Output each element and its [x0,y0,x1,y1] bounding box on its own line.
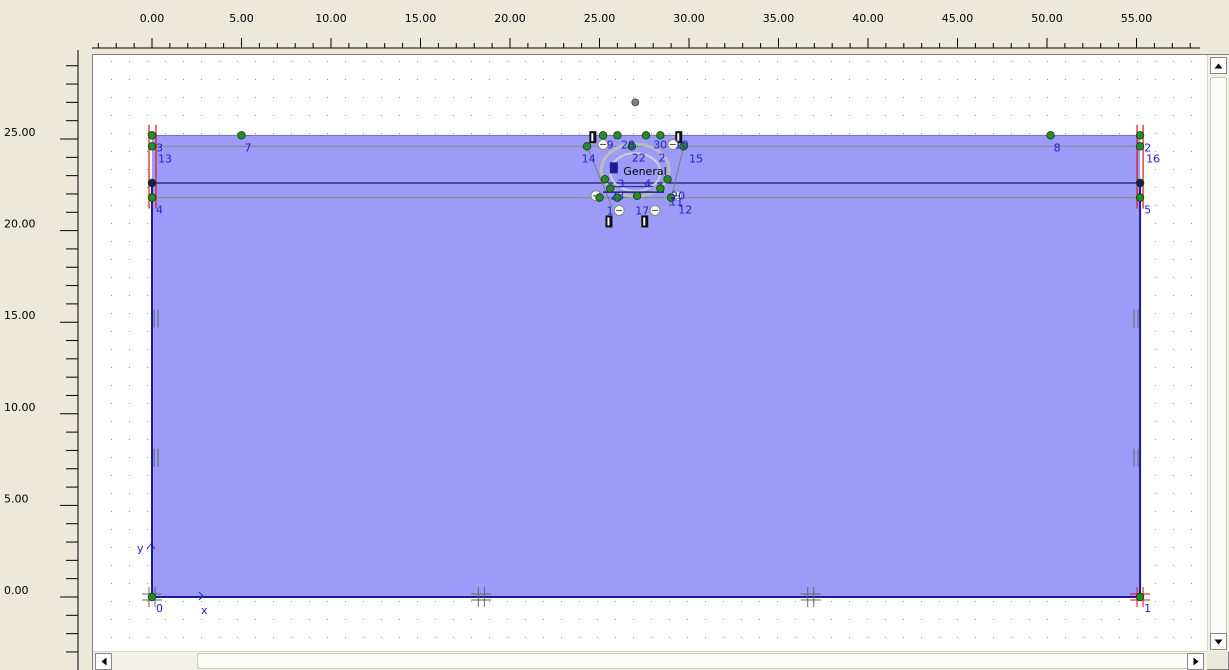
geometry-point[interactable] [582,142,592,151]
arrow-left-icon [101,657,106,666]
node-label: 3 [156,141,163,154]
arrow-up-icon [1214,63,1223,68]
x-axis-label: x [201,604,208,617]
geometry-point[interactable] [627,142,636,151]
geometry-point[interactable] [147,178,157,188]
vertical-ruler: 25.00 20.00 15.00 10.00 5.00 0.00 [4,50,79,670]
geometry-point[interactable] [600,175,610,184]
node-label: 22 [632,151,646,164]
node-label: 5 [1144,204,1151,217]
axis-indicator: y x [137,542,208,617]
node-label: 28 [621,138,635,151]
geometry-point[interactable] [147,142,157,151]
node-label: 2 [659,151,666,164]
node-label: 8 [1054,141,1061,154]
geometry-point[interactable] [632,191,642,200]
node-label: 20 [671,190,685,203]
scroll-right-button[interactable] [1187,653,1204,670]
geometry-point[interactable] [147,193,157,202]
soil-cluster[interactable] [152,135,1141,597]
geometry-point[interactable] [656,131,665,140]
y-ruler-label: 5.00 [4,492,29,505]
y-arrow-icon [146,543,156,550]
x-ruler-label: 50.00 [1031,12,1063,25]
x-ruler-label: 10.00 [315,12,347,25]
node-label: 12 [678,204,692,217]
x-ruler-label: 45.00 [942,12,974,25]
geometry-points[interactable] [147,131,1145,602]
scroll-up-button[interactable] [1210,57,1227,74]
geometry-point[interactable] [613,131,622,140]
geometry-point[interactable] [1135,178,1145,188]
geometry-point[interactable] [1135,193,1145,202]
node-label: 7 [245,141,252,154]
scroll-down-button[interactable] [1210,633,1227,650]
vertical-scrollbar[interactable] [1207,55,1229,652]
x-ruler-label: 25.00 [584,12,616,25]
geometry-point[interactable] [641,131,651,140]
node-label: 1 [1144,602,1151,615]
geometry-point[interactable] [1135,142,1145,151]
geometry-point[interactable] [595,193,604,202]
horizontal-ruler: 0.00 5.00 10.00 15.00 20.00 25.00 30.00 35.00 40… [92,12,1200,49]
geometry-point[interactable] [1135,592,1145,602]
y-ruler-label: 15.00 [4,309,36,322]
y-ruler-label: 10.00 [4,401,36,414]
node-label: 23 [610,190,624,203]
node-label: 9 [607,138,614,151]
x-arrow-icon [198,591,204,601]
scroll-corner [1207,651,1228,669]
arrow-right-icon [1193,657,1198,666]
arrow-down-icon [1214,639,1223,644]
x-ruler-label: 55.00 [1121,12,1153,25]
y-ruler-label: 0.00 [4,584,29,597]
geometry-point[interactable] [237,131,246,140]
node-label: 2 [1144,141,1151,154]
x-ruler-label: 35.00 [763,12,795,25]
horizontal-scrollbar[interactable] [93,651,1207,670]
horizontal-scroll-thumb[interactable] [197,653,1197,669]
geometry-point[interactable] [656,184,665,193]
geometry-point[interactable] [679,142,688,151]
x-ruler-label: 40.00 [852,12,884,25]
geometry-point[interactable] [598,131,608,140]
drawing-canvas[interactable]: 0 1 2 3 4 5 7 8 9 10 12 13 14 15 16 17 20 22 23 28 30 11 1 2 3 4 … [92,54,1229,670]
scroll-left-button[interactable] [95,653,112,670]
x-ruler-label: 20.00 [494,12,526,25]
y-axis-label: y [137,542,144,555]
node-label: 11 [669,196,683,209]
node-label: 1 [607,204,614,217]
node-label: 30 [653,138,667,151]
node-label: 16 [1146,152,1160,165]
x-ruler-label: 30.00 [673,12,705,25]
structure-label: General [623,165,666,178]
x-ruler-label: 15.00 [405,12,437,25]
geometry-point[interactable] [1046,131,1055,140]
geometry-point[interactable] [613,193,622,202]
y-ruler-label: 25.00 [4,126,36,139]
x-ruler-label: 5.00 [229,12,254,25]
node-label: 15 [689,152,703,165]
geometry-point[interactable] [1135,131,1145,140]
node-label: 4 [644,177,651,190]
y-ruler-label: 20.00 [4,218,36,231]
vertical-scroll-thumb[interactable] [1210,77,1227,645]
geometry-point[interactable] [147,592,157,602]
node-label: 0 [156,602,163,615]
node-label: 17 [635,204,649,217]
geometry-point[interactable] [666,193,676,202]
x-ruler-label: 0.00 [140,12,165,25]
node-label: 10 [675,138,689,151]
node-label: 14 [582,152,596,165]
geometry-point[interactable] [147,131,157,140]
node-label: 13 [158,152,172,165]
node-label: 3 [617,177,624,190]
node-label: 4 [156,204,163,217]
geometry-point[interactable] [606,184,615,193]
geometry-point[interactable] [663,175,672,184]
